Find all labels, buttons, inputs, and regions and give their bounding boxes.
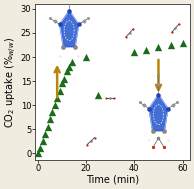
Point (181, 41, 184, 44)
Point (39, 147, 42, 150)
Point (60, 82, 63, 85)
Point (51, 111, 54, 114)
Polygon shape (60, 11, 79, 47)
Point (53, 104, 56, 107)
Point (36, 152, 39, 155)
Point (169, 43, 172, 46)
Point (58, 89, 61, 92)
Point (97, 94, 100, 97)
Point (65, 70, 68, 73)
X-axis label: Time (min): Time (min) (86, 175, 139, 185)
Point (48, 118, 51, 121)
Point (133, 51, 136, 54)
Y-axis label: CO$_2$ uptake (%$_{w/w}$): CO$_2$ uptake (%$_{w/w}$) (4, 37, 19, 128)
Point (46, 125, 49, 128)
Point (43, 132, 47, 135)
Point (157, 46, 160, 49)
Point (85, 56, 88, 59)
Polygon shape (149, 95, 168, 131)
Point (63, 77, 66, 80)
Point (70, 60, 73, 63)
Point (68, 65, 71, 68)
Point (41, 139, 44, 143)
Point (56, 96, 59, 99)
Point (145, 48, 148, 51)
